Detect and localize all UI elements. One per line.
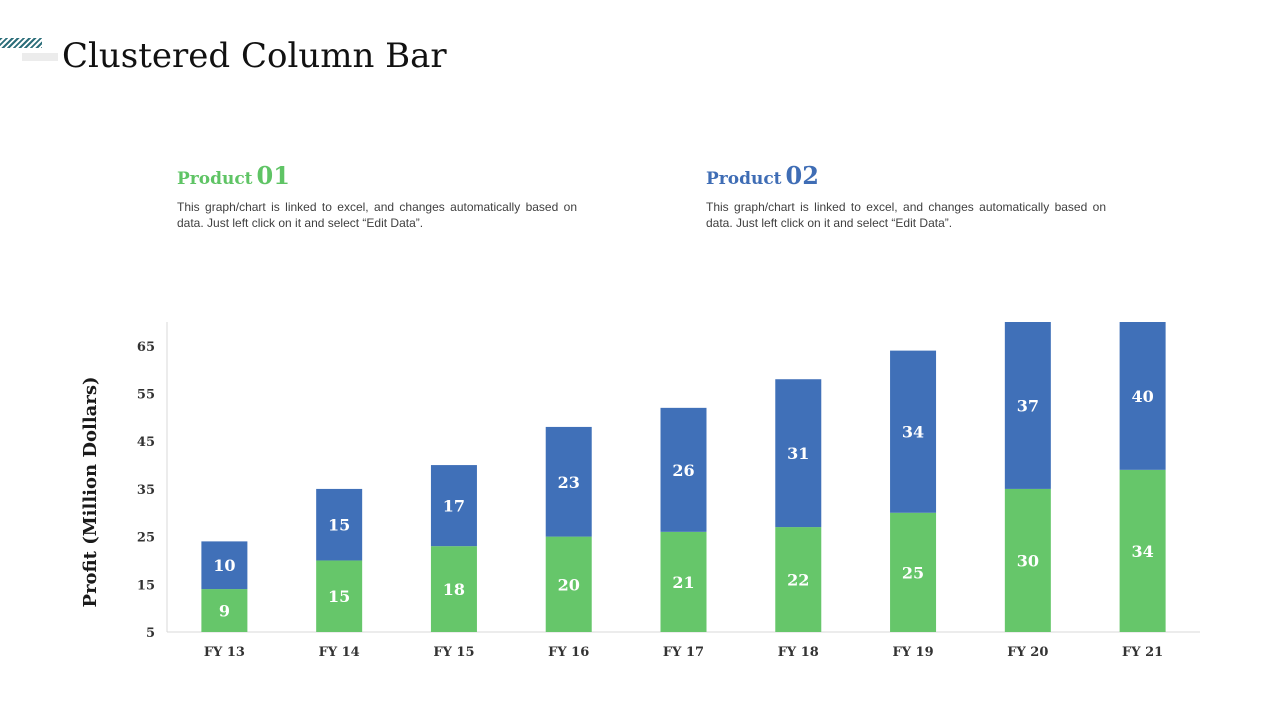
x-tick-label: FY 13 [204, 645, 245, 660]
bar-product-02 [316, 488, 363, 561]
product-01-label: Product [177, 169, 253, 189]
product-02-number: 02 [785, 161, 819, 190]
data-label-product-01: 34 [1131, 542, 1153, 561]
product-01-heading: Product 01 [177, 160, 577, 195]
product-02-block: Product 02 This graph/chart is linked to … [706, 160, 1106, 231]
data-label-product-02: 26 [672, 461, 694, 480]
product-01-block: Product 01 This graph/chart is linked to … [177, 160, 577, 231]
x-tick-label: FY 16 [548, 645, 589, 660]
bar-product-01 [545, 536, 592, 632]
product-02-heading: Product 02 [706, 160, 1106, 195]
data-label-product-02: 37 [1017, 396, 1039, 415]
data-label-product-01: 22 [787, 571, 809, 590]
data-label-product-02: 15 [328, 516, 350, 535]
bar-product-01 [775, 527, 822, 632]
bar-product-01 [660, 531, 707, 632]
product-01-number: 01 [256, 161, 290, 190]
bar-product-01 [430, 546, 477, 632]
x-tick-label: FY 15 [433, 645, 474, 660]
y-tick-label: 45 [137, 435, 155, 450]
data-label-product-02: 31 [787, 444, 809, 463]
y-tick-label: 25 [137, 531, 155, 546]
bar-product-02 [890, 350, 937, 513]
bar-product-02 [430, 465, 477, 547]
x-tick-label: FY 21 [1122, 645, 1163, 660]
data-label-product-02: 40 [1131, 387, 1153, 406]
x-tick-label: FY 18 [778, 645, 819, 660]
corner-stripes-decoration [0, 38, 42, 48]
data-label-product-01: 9 [219, 602, 230, 621]
bar-product-01 [1004, 488, 1051, 632]
data-label-product-01: 18 [443, 580, 465, 599]
bar-product-02 [1004, 322, 1051, 489]
bar-product-01 [890, 512, 937, 632]
page-title: Clustered Column Bar [62, 36, 447, 76]
bar-product-02 [660, 407, 707, 532]
data-label-product-01: 30 [1017, 551, 1039, 570]
y-tick-label: 55 [137, 388, 155, 403]
x-tick-label: FY 20 [1007, 645, 1048, 660]
x-tick-label: FY 17 [663, 645, 704, 660]
bar-product-02 [201, 541, 248, 590]
product-02-description: This graph/chart is linked to excel, and… [706, 200, 1106, 230]
bar-product-02 [545, 426, 592, 537]
product-01-description: This graph/chart is linked to excel, and… [177, 200, 577, 230]
y-tick-label: 35 [137, 483, 155, 498]
y-axis-label: Profit (Million Dollars) [80, 377, 101, 608]
y-tick-label: 65 [137, 340, 155, 355]
product-02-label: Product [706, 169, 782, 189]
bar-product-01 [316, 560, 363, 632]
data-label-product-01: 20 [558, 575, 580, 594]
data-label-product-01: 25 [902, 563, 924, 582]
data-label-product-01: 15 [328, 587, 350, 606]
y-tick-label: 15 [137, 578, 155, 593]
bar-product-02 [1119, 322, 1166, 470]
data-label-product-02: 10 [213, 556, 235, 575]
bar-product-01 [1119, 469, 1166, 632]
bar-product-02 [775, 379, 822, 528]
corner-bar-decoration [22, 53, 58, 61]
data-label-product-02: 23 [558, 473, 580, 492]
data-label-product-02: 34 [902, 423, 924, 442]
data-label-product-02: 17 [443, 497, 465, 516]
data-label-product-01: 21 [672, 573, 694, 592]
y-tick-label: 5 [146, 626, 155, 641]
x-tick-label: FY 14 [319, 645, 360, 660]
bar-product-01 [201, 589, 248, 632]
x-tick-label: FY 19 [892, 645, 933, 660]
